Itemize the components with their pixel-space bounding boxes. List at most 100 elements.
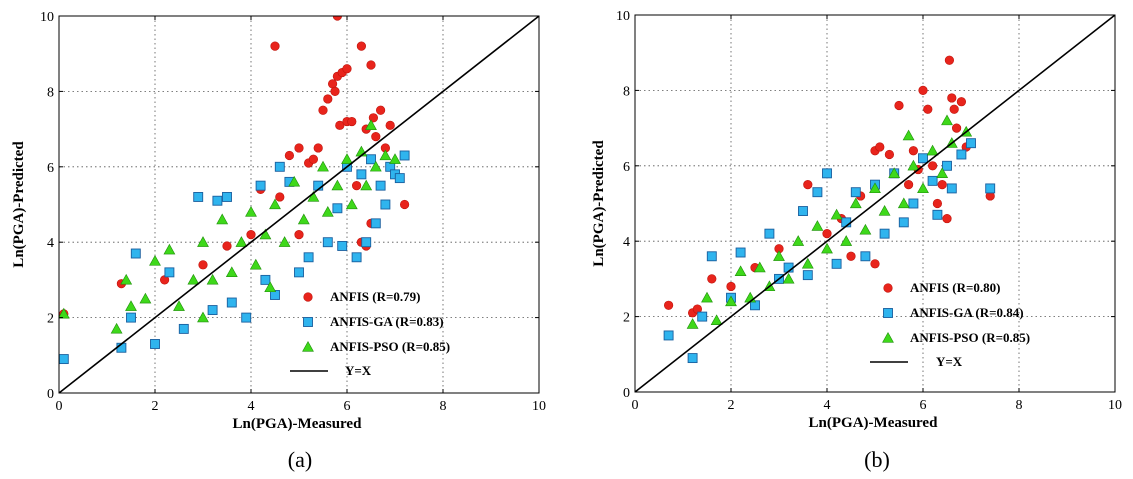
data-point <box>59 354 69 365</box>
data-point <box>811 220 824 231</box>
data-point <box>323 94 333 104</box>
data-point <box>150 339 160 349</box>
data-point <box>932 209 943 220</box>
data-point <box>860 251 871 262</box>
data-point <box>918 153 928 164</box>
data-point <box>59 307 70 319</box>
data-point <box>163 243 176 255</box>
data-point <box>241 312 252 323</box>
data-point <box>356 169 367 180</box>
data-point <box>352 181 362 191</box>
data-point <box>351 252 362 263</box>
y-tick-label: 6 <box>47 161 54 176</box>
data-point <box>894 100 904 111</box>
data-point <box>944 55 955 65</box>
data-point <box>294 143 304 153</box>
data-point <box>394 173 405 184</box>
data-point <box>399 150 410 161</box>
y-tick-label: 8 <box>47 85 54 100</box>
x-tick-label: 2 <box>152 399 159 414</box>
data-point <box>187 273 200 285</box>
x-tick-label: 0 <box>56 399 63 414</box>
data-point <box>985 183 996 194</box>
data-point <box>149 255 161 266</box>
data-point <box>376 105 386 115</box>
data-point <box>400 199 410 210</box>
y-tick-label: 8 <box>623 84 630 99</box>
legend-marker-square <box>883 308 893 318</box>
data-point <box>342 64 352 74</box>
data-point <box>216 213 229 225</box>
data-point <box>923 104 933 114</box>
y-tick-label: 0 <box>623 386 630 401</box>
data-point <box>803 180 813 190</box>
data-point <box>332 203 343 214</box>
data-point <box>259 228 272 240</box>
data-point <box>178 323 189 334</box>
data-point <box>956 149 967 160</box>
chart-panel-a: 0 2 4 6 8 10 0 2 4 6 8 10 Ln(PGA)-Measured Ln(PGA)-Pr… <box>11 10 546 472</box>
legend-label: ANFIS-GA (R=0.84) <box>910 305 1024 320</box>
chart-panel-b: 0 2 4 6 8 10 0 2 4 6 8 10 Ln(PGA)-Measured Ln(PGA)-Pr… <box>591 9 1122 472</box>
x-axis-label: Ln(PGA)-Measured <box>809 415 939 431</box>
data-point <box>903 180 914 190</box>
series-triangle <box>59 119 401 334</box>
data-point <box>313 143 323 153</box>
data-point <box>345 198 358 210</box>
data-point <box>369 160 382 172</box>
data-point <box>907 159 920 171</box>
data-point <box>726 281 736 292</box>
data-point <box>949 104 959 114</box>
data-point <box>222 241 232 251</box>
data-point <box>831 258 842 269</box>
data-point <box>947 93 957 103</box>
reference-line <box>59 16 539 393</box>
data-point <box>322 237 333 248</box>
data-point <box>821 242 833 254</box>
x-tick-label: 10 <box>1108 398 1122 413</box>
data-point <box>212 195 223 206</box>
data-point <box>697 311 708 322</box>
points-layer <box>59 16 410 365</box>
legend-marker-triangle <box>302 340 314 352</box>
data-point <box>361 237 372 248</box>
data-point <box>663 300 674 310</box>
data-point <box>288 175 301 187</box>
data-point <box>365 119 377 130</box>
data-point <box>222 192 232 202</box>
data-point <box>801 257 814 269</box>
data-point <box>870 259 880 269</box>
data-point <box>932 198 943 209</box>
data-point <box>951 123 962 133</box>
data-point <box>274 161 285 172</box>
data-point <box>884 149 895 160</box>
data-point <box>173 300 185 311</box>
data-point <box>235 236 248 247</box>
data-point <box>897 197 910 209</box>
data-point <box>226 297 237 308</box>
data-point <box>294 267 304 278</box>
data-point <box>782 272 795 284</box>
data-point <box>918 85 928 95</box>
legend-label-reference: Y=X <box>345 363 372 378</box>
data-point <box>706 251 717 262</box>
data-point <box>798 206 808 216</box>
y-tick-label: 10 <box>616 9 630 24</box>
data-point <box>908 146 919 156</box>
y-tick-label: 4 <box>47 236 54 251</box>
y-tick-label: 4 <box>623 235 630 250</box>
data-point <box>335 120 345 130</box>
data-point <box>687 353 698 364</box>
data-point <box>130 248 141 259</box>
data-point <box>269 198 281 210</box>
data-point <box>308 154 319 164</box>
plot-frame <box>58 15 540 394</box>
data-point <box>120 273 133 285</box>
x-tick-label: 4 <box>248 399 255 414</box>
data-point <box>317 160 329 172</box>
data-point <box>375 180 386 191</box>
legend: ANFIS (R=0.79) ANFIS-GA (R=0.83) ANFIS-PSO… <box>290 289 450 378</box>
x-tick-label: 4 <box>824 398 831 413</box>
legend-marker-circle <box>883 283 893 293</box>
